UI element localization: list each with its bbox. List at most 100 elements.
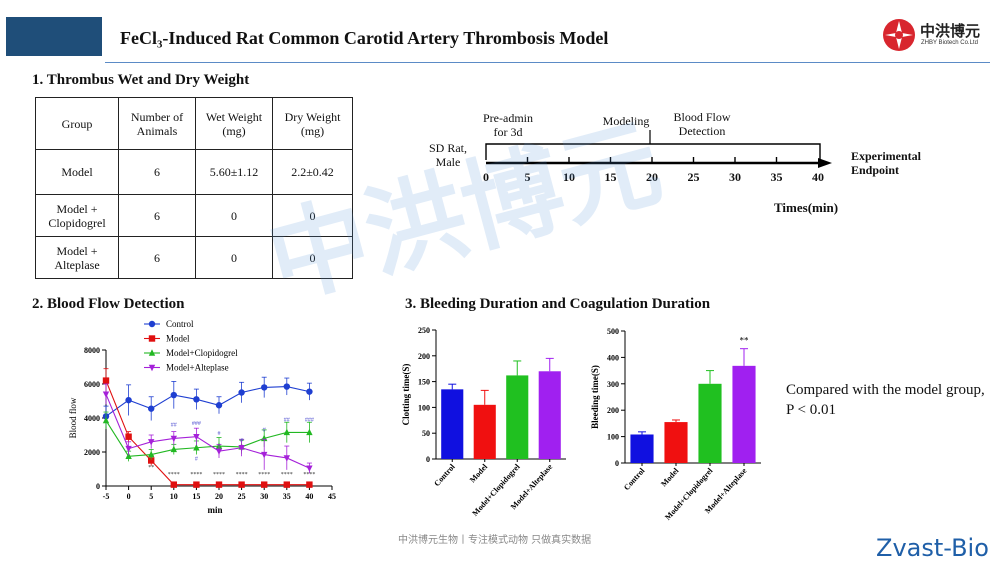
table-cell: 6 — [118, 194, 196, 237]
significance-mark: # — [263, 428, 266, 434]
data-point — [261, 384, 268, 391]
timeline-subject: SD Rat, Male — [428, 141, 467, 169]
legend-label: Model — [166, 334, 190, 344]
series-model — [102, 368, 313, 488]
data-point — [261, 451, 268, 459]
table-cell: 5.60±1.12 — [195, 149, 273, 195]
data-point — [283, 428, 290, 436]
table-row: Model + Alteplase 6 0 0 — [35, 236, 353, 279]
timeline-phase-modeling: Modeling — [602, 114, 650, 128]
timeline-tick-label: 0 — [483, 170, 489, 184]
data-point — [215, 402, 223, 409]
significance-mark: **** — [213, 472, 225, 478]
data-point — [306, 465, 313, 472]
bar — [441, 389, 464, 459]
significance-mark: **** — [281, 472, 293, 478]
table-cell: 0 — [195, 194, 273, 237]
table-cell: Model + Clopidogrel — [35, 194, 119, 237]
timeline-phase-preadmin: Pre-admin for 3d — [483, 111, 533, 139]
y-tick-label: 8000 — [84, 346, 100, 355]
legend-item: Model+Alteplase — [144, 363, 229, 373]
significance-mark: ** — [740, 336, 750, 346]
table-cell: 6 — [118, 149, 196, 195]
data-point — [306, 388, 313, 395]
data-point — [306, 428, 313, 436]
timeline-tick-label: 40 — [812, 170, 824, 184]
timeline-tick-label: 20 — [646, 170, 658, 184]
data-point — [125, 452, 132, 459]
legend-label: Model+Clopidogrel — [166, 348, 238, 358]
table-cell: 0 — [272, 236, 353, 279]
significance-note: Compared with the model group, P < 0.01 — [786, 382, 985, 418]
clotting-time-chart: 0 50 100 150 200 250 Clotting time(S) Control Mo… — [401, 326, 566, 518]
bar — [630, 434, 654, 463]
table-cell: 0 — [272, 194, 353, 237]
x-tick-label: 20 — [215, 492, 223, 501]
logo-name: 中洪博元 — [920, 22, 981, 40]
data-point — [238, 445, 245, 452]
x-tick-label: 15 — [192, 492, 200, 501]
data-point — [283, 481, 290, 488]
y-tick-label: 6000 — [84, 380, 100, 389]
table-header-cell: Dry Weight (mg) — [272, 97, 353, 150]
y-tick-label: 0 — [96, 482, 100, 491]
legend-item: Model — [144, 334, 190, 344]
x-tick-label: -5 — [103, 492, 110, 501]
timeline-tick-labels: 0 5 10 15 20 25 30 35 40 — [470, 170, 850, 190]
table-cell: 6 — [118, 236, 196, 279]
significance-mark: # — [195, 457, 198, 463]
data-point — [283, 455, 290, 462]
bar — [473, 404, 496, 459]
timeline-tick-label: 35 — [770, 170, 783, 184]
significance-mark: **** — [303, 472, 315, 478]
series-line — [105, 420, 310, 457]
section2-title: 2. Blood Flow Detection — [32, 296, 185, 312]
x-tick-label: 35 — [283, 492, 291, 501]
bar — [538, 371, 561, 459]
significance-mark: **** — [190, 472, 202, 478]
data-point — [215, 448, 223, 455]
data-point — [148, 335, 156, 342]
timeline-tick-label: 5 — [524, 170, 531, 184]
bar — [664, 422, 688, 463]
y-tick-label: 200 — [607, 406, 619, 415]
significance-mark: # — [240, 438, 243, 444]
significance-mark: ** — [148, 465, 154, 471]
y-tick-label: 250 — [418, 326, 430, 335]
data-point — [306, 481, 313, 488]
table-header-cell: Number of Animals — [118, 97, 196, 150]
significance-mark: ## — [171, 423, 177, 429]
legend-item: Control — [144, 319, 194, 329]
category-label: Model — [468, 462, 490, 485]
brand-logo: Zvast-Bio — [876, 534, 989, 562]
data-point — [170, 445, 177, 453]
significance-mark: **** — [258, 472, 270, 478]
category-label: Control — [622, 466, 647, 492]
data-point — [193, 396, 200, 403]
table-cell: 2.2±0.42 — [272, 149, 353, 195]
bar — [732, 365, 756, 463]
data-point — [261, 481, 268, 488]
data-point — [125, 396, 132, 404]
y-tick-label: 200 — [418, 352, 430, 361]
y-tick-label: 100 — [607, 433, 619, 442]
section1-title: 1. Thrombus Wet and Dry Weight — [32, 72, 250, 88]
header-accent-bar — [6, 17, 102, 56]
significance-mark: ### — [192, 421, 201, 427]
data-point — [148, 439, 155, 446]
significance-mark: **** — [168, 472, 180, 478]
y-tick-label: 400 — [607, 353, 619, 362]
timeline-tick-label: 15 — [604, 170, 617, 184]
data-point — [283, 383, 290, 390]
logo-icon — [883, 19, 915, 51]
header-divider — [105, 62, 990, 63]
table-row: Model + Clopidogrel 6 0 0 — [35, 194, 353, 237]
legend-label: Model+Alteplase — [166, 363, 229, 373]
data-point — [102, 416, 110, 424]
y-tick-label: 100 — [418, 403, 430, 412]
x-tick-label: 30 — [260, 492, 268, 501]
table-header-cell: Group — [35, 97, 119, 150]
y-tick-label: 0 — [615, 459, 619, 468]
y-axis-label: Clotting time(S) — [401, 364, 411, 426]
legend-item: Model+Clopidogrel — [144, 348, 238, 358]
